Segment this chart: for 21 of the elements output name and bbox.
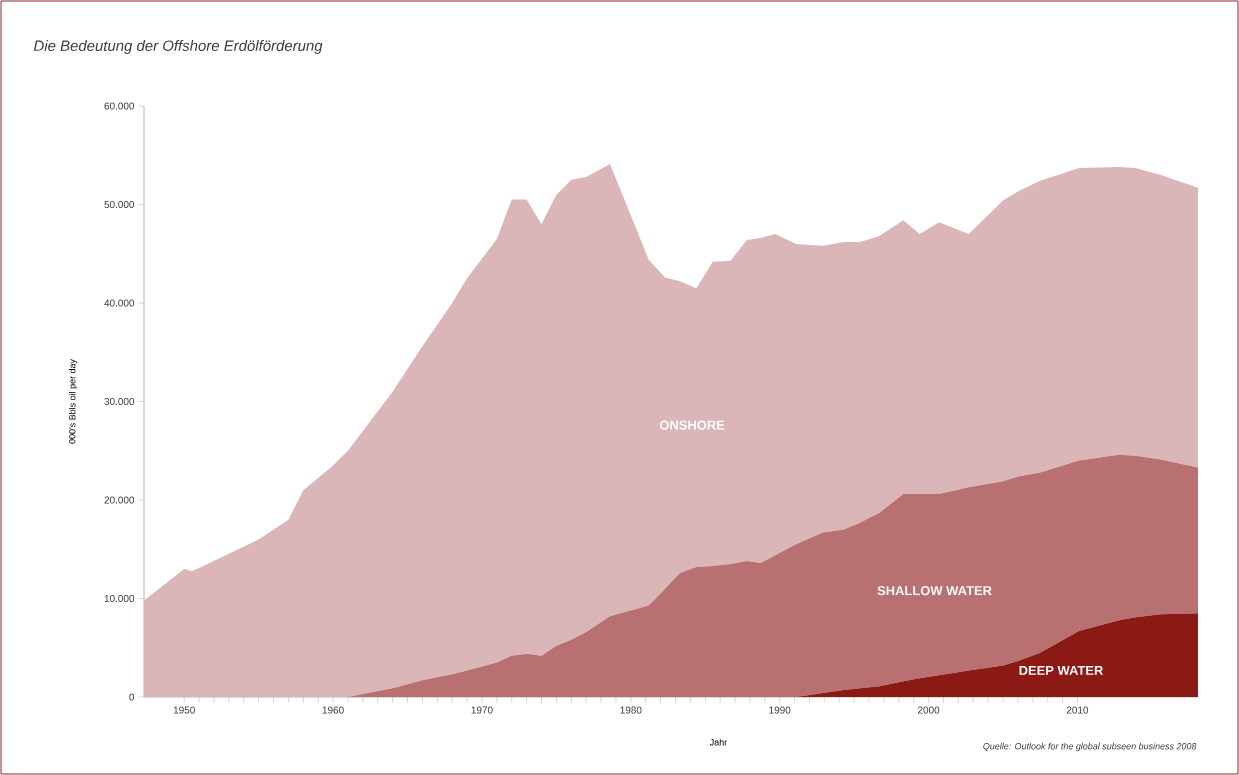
source-note: Quelle: Outlook for the global subseen business 2008 [983, 742, 1197, 752]
x-tick-label: 1970 [471, 706, 493, 714]
y-tick-label: 40.000 [104, 299, 135, 307]
series-label: ONSHORE [659, 420, 725, 430]
series-label: SHALLOW WATER [877, 586, 992, 596]
y-axis-title: 000's Bbls oil per day [68, 359, 78, 444]
y-tick-label: 60.000 [104, 102, 135, 110]
y-tick-label: 30.000 [104, 397, 135, 406]
x-tick-label: 1950 [173, 706, 195, 714]
x-tick-label: 1980 [620, 706, 642, 714]
y-tick-label: 0 [129, 693, 135, 701]
y-tick-label: 50.000 [104, 200, 135, 209]
series-label: DEEP WATER [1019, 665, 1104, 675]
x-tick-label: 2010 [1066, 706, 1089, 714]
y-tick-label: 10.000 [104, 594, 135, 603]
x-tick-label: 1960 [322, 706, 344, 714]
x-axis-title: Jahr [709, 738, 728, 746]
x-tick-label: 1990 [769, 706, 791, 714]
chart-title: Die Bedeutung der Offshore Erdölförderung [33, 40, 323, 54]
y-tick-label: 20.000 [104, 496, 135, 504]
x-tick-label: 2000 [917, 706, 940, 714]
